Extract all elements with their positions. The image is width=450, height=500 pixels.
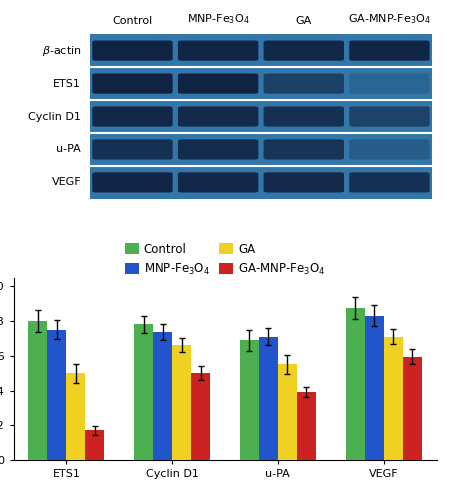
FancyBboxPatch shape (264, 40, 344, 60)
Bar (28, 321, 47, 460)
Bar (67, 373, 86, 460)
Text: VEGF: VEGF (52, 178, 81, 188)
Text: GA: GA (296, 16, 312, 26)
Text: Control: Control (112, 16, 153, 26)
FancyBboxPatch shape (178, 106, 258, 126)
Bar (191, 373, 210, 460)
FancyBboxPatch shape (349, 106, 430, 126)
FancyBboxPatch shape (349, 140, 430, 160)
Bar (86, 430, 104, 460)
Text: u-PA: u-PA (56, 144, 81, 154)
Text: ETS1: ETS1 (53, 78, 81, 88)
Bar (346, 308, 365, 460)
FancyBboxPatch shape (349, 40, 430, 60)
FancyBboxPatch shape (264, 74, 344, 94)
Text: $\beta$-actin: $\beta$-actin (41, 44, 81, 58)
Text: MNP-Fe$_3$O$_4$: MNP-Fe$_3$O$_4$ (187, 12, 249, 26)
Bar (153, 332, 172, 460)
Bar (47, 330, 67, 460)
FancyBboxPatch shape (92, 74, 173, 94)
FancyBboxPatch shape (178, 40, 258, 60)
FancyBboxPatch shape (349, 172, 430, 193)
FancyBboxPatch shape (178, 74, 258, 94)
Bar (134, 324, 153, 460)
Bar (172, 346, 191, 460)
FancyBboxPatch shape (92, 40, 173, 60)
Bar (240, 340, 259, 460)
FancyBboxPatch shape (349, 74, 430, 94)
FancyBboxPatch shape (264, 140, 344, 160)
Bar (383, 336, 403, 460)
Bar (403, 356, 422, 460)
Bar (90, 34, 432, 199)
FancyBboxPatch shape (178, 140, 258, 160)
FancyBboxPatch shape (92, 172, 173, 193)
FancyBboxPatch shape (92, 106, 173, 126)
FancyBboxPatch shape (264, 172, 344, 193)
Bar (297, 392, 316, 460)
FancyBboxPatch shape (264, 106, 344, 126)
Bar (259, 336, 278, 460)
Text: Cyclin D1: Cyclin D1 (28, 112, 81, 122)
FancyBboxPatch shape (178, 172, 258, 193)
Text: GA-MNP-Fe$_3$O$_4$: GA-MNP-Fe$_3$O$_4$ (348, 12, 431, 26)
FancyBboxPatch shape (92, 140, 173, 160)
Bar (364, 316, 384, 460)
Bar (278, 364, 297, 460)
Legend: Control, MNP-Fe$_3$O$_4$, GA, GA-MNP-Fe$_3$O$_4$: Control, MNP-Fe$_3$O$_4$, GA, GA-MNP-Fe$… (120, 238, 330, 282)
